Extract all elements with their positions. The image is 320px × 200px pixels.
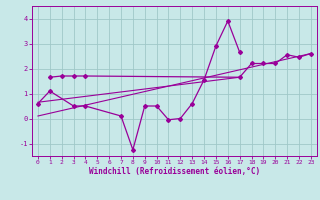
X-axis label: Windchill (Refroidissement éolien,°C): Windchill (Refroidissement éolien,°C) [89,167,260,176]
